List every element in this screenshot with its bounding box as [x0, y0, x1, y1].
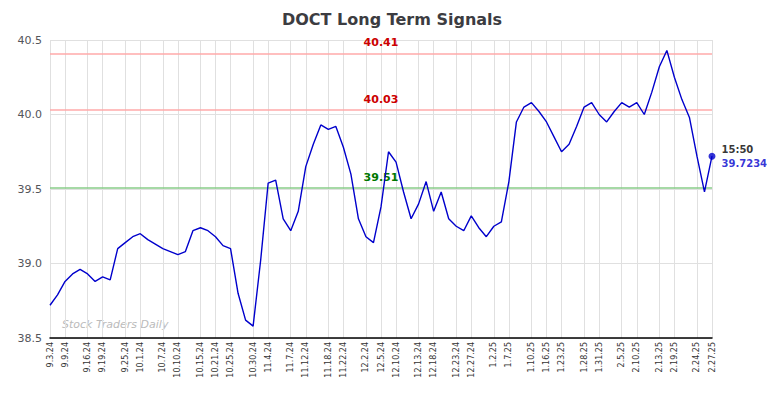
- svg-text:10.15.24: 10.15.24: [196, 342, 205, 378]
- svg-text:9.16.24: 9.16.24: [83, 342, 92, 373]
- svg-text:DOCT Long Term Signals: DOCT Long Term Signals: [282, 10, 502, 29]
- svg-text:15:50: 15:50: [722, 144, 754, 155]
- svg-text:12.2.24: 12.2.24: [361, 342, 370, 373]
- svg-text:10.25.24: 10.25.24: [226, 342, 235, 378]
- svg-text:1.7.25: 1.7.25: [504, 342, 513, 367]
- svg-text:10.30.24: 10.30.24: [249, 342, 258, 378]
- svg-text:10.10.24: 10.10.24: [173, 342, 182, 378]
- svg-text:9.3.24: 9.3.24: [46, 342, 55, 367]
- svg-text:Stock Traders Daily: Stock Traders Daily: [62, 318, 169, 331]
- svg-text:10.7.24: 10.7.24: [158, 342, 167, 373]
- svg-text:39.51: 39.51: [364, 171, 399, 184]
- svg-text:11.18.24: 11.18.24: [324, 342, 333, 378]
- svg-text:40.0: 40.0: [18, 108, 43, 121]
- svg-text:2.10.25: 2.10.25: [632, 342, 641, 373]
- svg-text:2.24.25: 2.24.25: [692, 342, 701, 373]
- svg-text:11.12.24: 11.12.24: [301, 342, 310, 378]
- svg-text:1.2.25: 1.2.25: [489, 342, 498, 367]
- svg-text:9.25.24: 9.25.24: [121, 342, 130, 373]
- svg-text:1.28.25: 1.28.25: [580, 342, 589, 373]
- svg-text:2.19.25: 2.19.25: [670, 342, 679, 373]
- svg-text:1.16.25: 1.16.25: [542, 342, 551, 373]
- svg-text:11.7.24: 11.7.24: [286, 342, 295, 373]
- svg-text:12.23.24: 12.23.24: [452, 342, 461, 378]
- svg-text:2.27.25: 2.27.25: [708, 342, 717, 373]
- svg-text:12.13.24: 12.13.24: [414, 342, 423, 378]
- svg-text:12.27.24: 12.27.24: [467, 342, 476, 378]
- svg-text:11.4.24: 11.4.24: [264, 342, 273, 373]
- svg-text:40.03: 40.03: [364, 93, 399, 106]
- svg-text:12.5.24: 12.5.24: [377, 342, 386, 373]
- svg-text:10.1.24: 10.1.24: [136, 342, 145, 373]
- svg-text:1.23.25: 1.23.25: [557, 342, 566, 373]
- svg-text:39.5: 39.5: [18, 183, 43, 196]
- svg-text:9.19.24: 9.19.24: [98, 342, 107, 373]
- svg-text:2.5.25: 2.5.25: [617, 342, 626, 367]
- svg-text:11.22.24: 11.22.24: [339, 342, 348, 378]
- svg-text:1.31.25: 1.31.25: [595, 342, 604, 373]
- svg-text:9.9.24: 9.9.24: [61, 342, 70, 367]
- svg-text:2.13.25: 2.13.25: [655, 342, 664, 373]
- svg-text:39.7234: 39.7234: [722, 158, 768, 169]
- svg-text:38.5: 38.5: [18, 332, 43, 345]
- svg-text:10.21.24: 10.21.24: [211, 342, 220, 378]
- svg-text:39.0: 39.0: [18, 257, 43, 270]
- svg-text:12.10.24: 12.10.24: [392, 342, 401, 378]
- svg-text:12.18.24: 12.18.24: [429, 342, 438, 378]
- svg-text:1.10.25: 1.10.25: [527, 342, 536, 373]
- svg-text:40.41: 40.41: [364, 36, 399, 49]
- svg-text:40.5: 40.5: [18, 34, 43, 47]
